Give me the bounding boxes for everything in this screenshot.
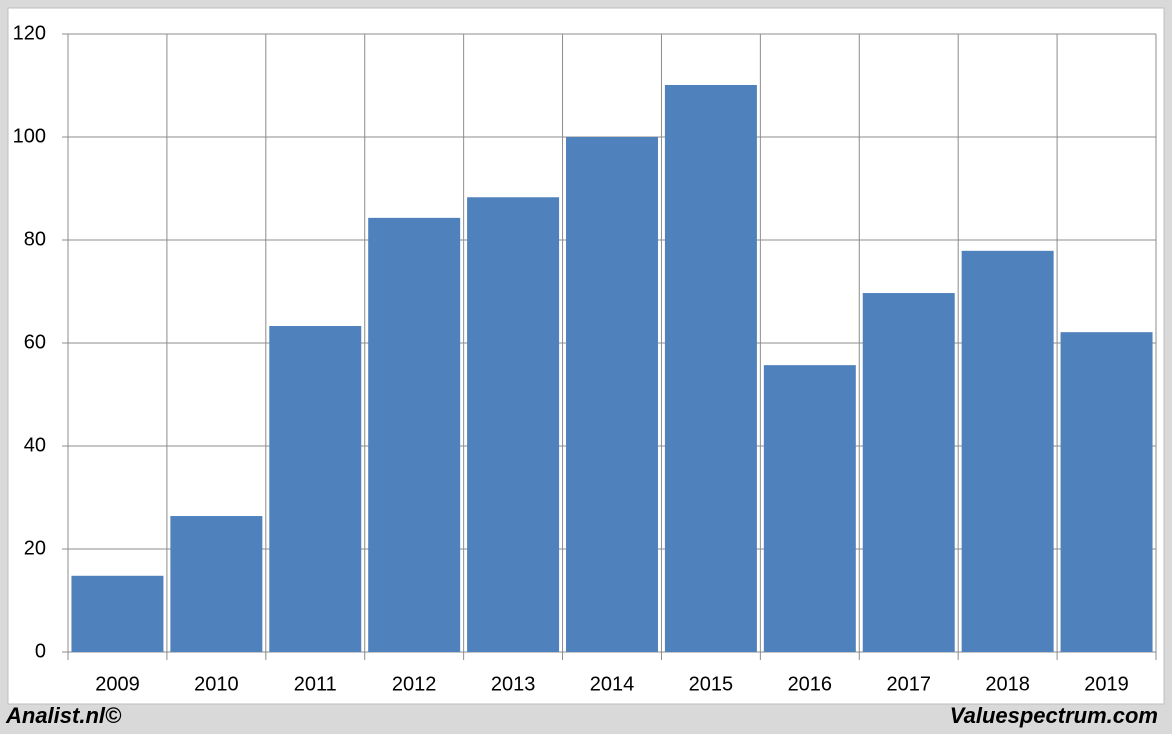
bar: [71, 575, 164, 652]
footer-left: Analist.nl©: [5, 703, 122, 728]
y-tick-label: 20: [24, 537, 46, 559]
x-tick-label: 2017: [886, 673, 931, 695]
bar: [467, 197, 560, 652]
y-tick-label: 40: [24, 434, 46, 456]
x-tick-label: 2018: [985, 673, 1030, 695]
x-tick-label: 2010: [194, 673, 239, 695]
x-tick-label: 2009: [95, 673, 140, 695]
x-tick-label: 2014: [590, 673, 635, 695]
y-tick-label: 0: [35, 640, 46, 662]
x-tick-label: 2012: [392, 673, 437, 695]
y-tick-label: 100: [13, 125, 46, 147]
y-tick-label: 120: [13, 22, 46, 44]
bar: [862, 293, 955, 652]
footer-right: Valuespectrum.com: [950, 703, 1158, 728]
x-tick-label: 2015: [689, 673, 734, 695]
y-tick-label: 80: [24, 228, 46, 250]
x-tick-label: 2013: [491, 673, 536, 695]
x-tick-label: 2019: [1084, 673, 1129, 695]
bar: [269, 326, 362, 652]
y-tick-label: 60: [24, 331, 46, 353]
bar: [664, 84, 757, 653]
bar: [368, 217, 461, 653]
bar: [566, 137, 658, 652]
x-tick-label: 2011: [294, 673, 337, 695]
bar: [961, 250, 1054, 652]
bar: [763, 365, 856, 652]
bar: [170, 516, 263, 652]
x-tick-label: 2016: [788, 673, 833, 695]
bar: [1060, 332, 1153, 652]
